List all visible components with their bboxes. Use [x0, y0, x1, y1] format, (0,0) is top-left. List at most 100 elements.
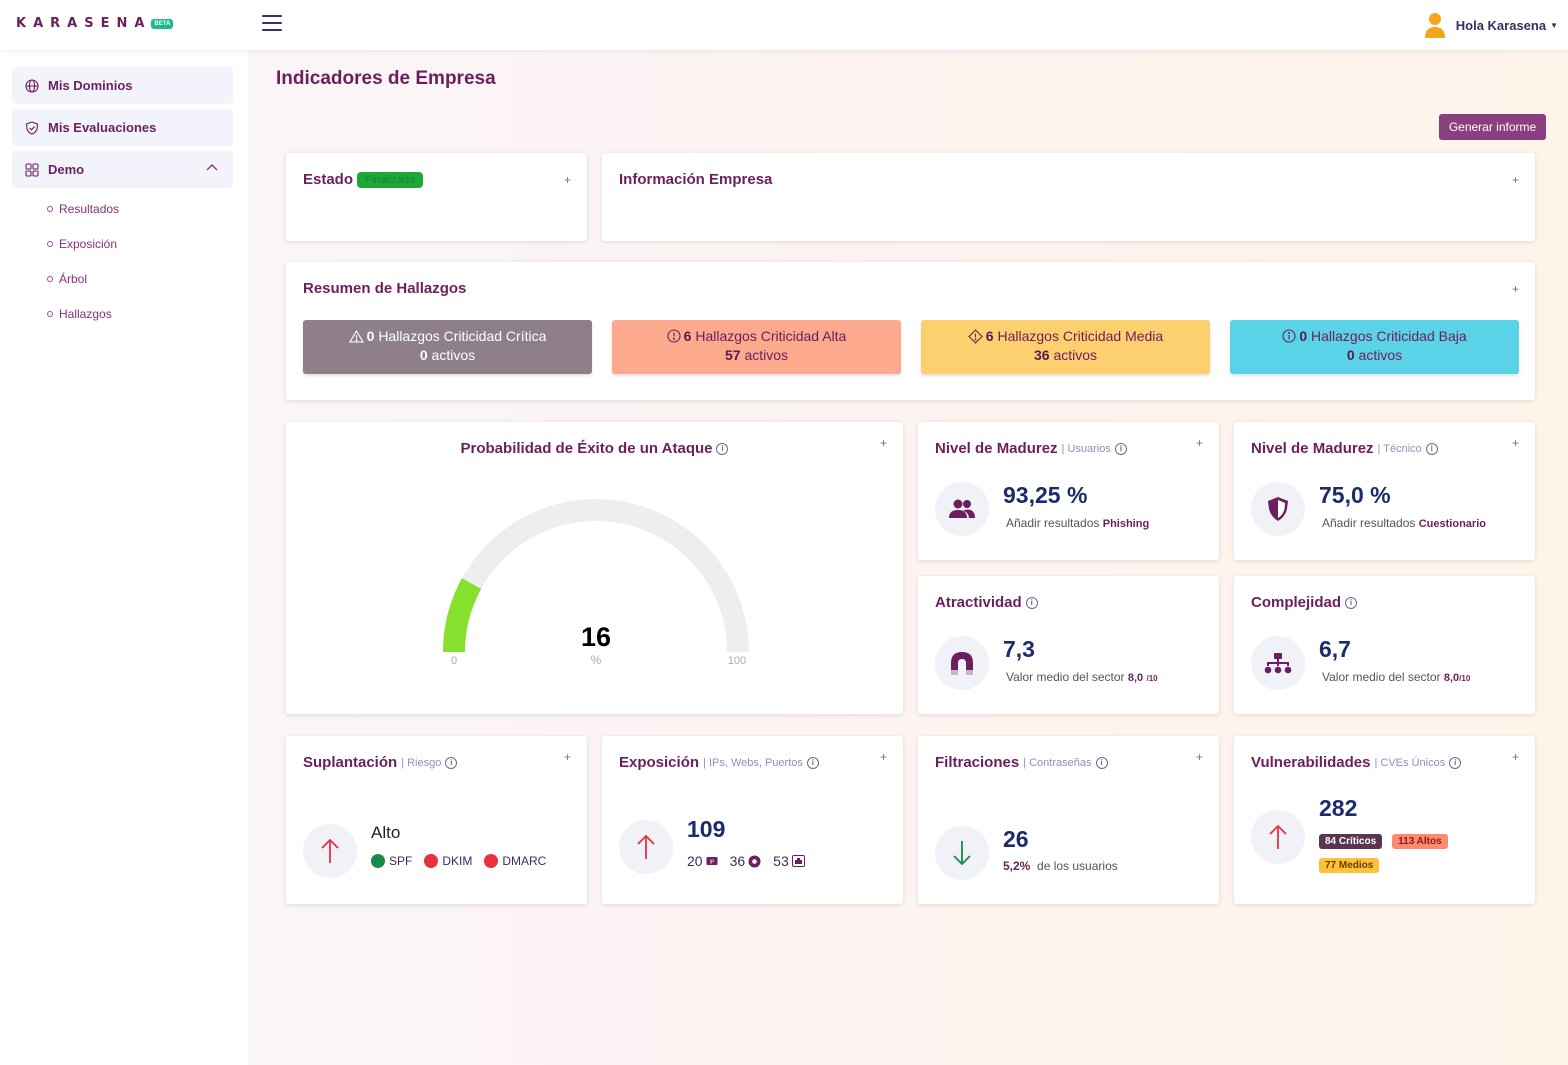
generate-report-button[interactable]: Generar informe	[1439, 114, 1546, 140]
info-icon[interactable]: i	[445, 756, 458, 769]
suplantacion-title: Suplantación	[303, 754, 398, 771]
menu-toggle-icon[interactable]	[262, 15, 282, 33]
info-circle-icon	[1282, 329, 1296, 343]
hallazgos-count: 6	[683, 328, 692, 344]
complejidad-value: 6,7	[1319, 636, 1351, 662]
probabilidad-title: Probabilidad de Éxito de un Ataque	[460, 440, 713, 457]
sidebar-subitem-label: Hallazgos	[59, 307, 112, 321]
activos-label: activos	[431, 347, 476, 363]
arrow-up-icon	[303, 824, 357, 878]
gauge-unit: %	[591, 653, 602, 667]
status-dot	[424, 854, 439, 868]
info-icon[interactable]: i	[1095, 756, 1108, 769]
info-icon[interactable]: i	[1345, 596, 1358, 609]
probabilidad-card: Probabilidad de Éxito de un Ataque i + 1…	[286, 422, 903, 714]
info-icon[interactable]: i	[1114, 442, 1127, 455]
hallazgos-media[interactable]: 6 Hallazgos Criticidad Media 36 activos	[921, 320, 1210, 374]
activos-count: 36	[1033, 347, 1050, 363]
sidebar-subitem-arbol[interactable]: Árbol	[47, 272, 87, 286]
arrow-up-icon	[1251, 810, 1305, 864]
madurez-note: Añadir resultados Cuestionario	[1322, 516, 1486, 530]
spf-label: SPF	[389, 854, 413, 868]
sidebar-item-mis-dominios[interactable]: Mis Dominios	[12, 67, 233, 104]
port-icon	[791, 855, 805, 867]
hallazgos-count: 0	[1299, 328, 1308, 344]
hallazgos-baja[interactable]: 0 Hallazgos Criticidad Baja 0 activos	[1230, 320, 1519, 374]
hallazgos-label: Hallazgos Criticidad Baja	[1311, 328, 1467, 344]
card-title: Suplantación | Riesgo i	[303, 754, 458, 771]
expand-icon[interactable]: +	[1511, 282, 1519, 296]
expand-icon[interactable]: +	[879, 750, 887, 764]
suplantacion-card: Suplantación | Riesgo i + Alto SPF DKIM …	[286, 736, 587, 904]
phishing-link[interactable]: Phishing	[1102, 518, 1150, 530]
users-icon	[935, 482, 989, 536]
sidebar-subitem-hallazgos[interactable]: Hallazgos	[47, 307, 112, 321]
expand-icon[interactable]: +	[563, 750, 571, 764]
expand-icon[interactable]: +	[1511, 436, 1519, 450]
sidebar-subitem-resultados[interactable]: Resultados	[47, 202, 119, 216]
sidebar-item-demo[interactable]: Demo	[12, 151, 233, 188]
top-bar: KARASENA BETA Hola Karasena ▼	[0, 0, 1568, 50]
bullet-icon	[47, 241, 53, 247]
vulnerabilidades-title: Vulnerabilidades	[1251, 754, 1371, 771]
info-icon[interactable]: i	[1025, 596, 1038, 609]
info-empresa-card: Información Empresa +	[602, 153, 1535, 241]
info-icon[interactable]: i	[1425, 442, 1438, 455]
ports-count: 53	[773, 853, 789, 869]
resumen-hallazgos-card: Resumen de Hallazgos + 0 Hallazgos Criti…	[286, 262, 1535, 400]
estado-card: Estado Finalizada +	[286, 153, 587, 241]
hallazgos-label: Hallazgos Criticidad Media	[997, 328, 1164, 344]
magnet-icon	[935, 636, 989, 690]
vulnerabilidades-card: Vulnerabilidades | CVEs Únicos i + 282 8…	[1234, 736, 1535, 904]
hallazgos-count: 0	[366, 328, 375, 344]
hallazgos-alta[interactable]: 6 Hallazgos Criticidad Alta 57 activos	[612, 320, 901, 374]
expand-icon[interactable]: +	[1195, 750, 1203, 764]
info-empresa-title: Información Empresa	[619, 171, 773, 188]
globe-icon	[25, 78, 39, 93]
info-icon[interactable]: i	[716, 442, 729, 455]
card-title: Exposición | IPs, Webs, Puertos i	[619, 754, 819, 771]
vulnerabilidades-value: 282	[1319, 795, 1358, 821]
hallazgos-count: 6	[985, 328, 994, 344]
activos-label: activos	[744, 347, 789, 363]
hallazgos-critica[interactable]: 0 Hallazgos Criticidad Crítica 0 activos	[303, 320, 592, 374]
exposicion-title: Exposición	[619, 754, 700, 771]
logo[interactable]: KARASENA BETA	[16, 16, 174, 31]
atractividad-value: 7,3	[1003, 636, 1035, 662]
madurez-usuarios-card: Nivel de Madurez | Usuarios i + 93,25 % …	[918, 422, 1219, 560]
madurez-usuarios-value: 93,25 %	[1003, 482, 1088, 508]
madurez-subtitle: | Usuarios	[1061, 442, 1111, 455]
expand-icon[interactable]: +	[1195, 436, 1203, 450]
card-title: Vulnerabilidades | CVEs Únicos i	[1251, 754, 1462, 771]
high-tag[interactable]: 113 Altos	[1392, 834, 1448, 849]
expand-icon[interactable]: +	[563, 173, 571, 187]
arrow-up-icon	[619, 820, 673, 874]
hallazgos-label: Hallazgos Criticidad Crítica	[378, 328, 547, 344]
card-title: Complejidad i	[1251, 594, 1358, 611]
complejidad-note: Valor medio del sector 8,0/10	[1322, 670, 1471, 684]
card-title: Nivel de Madurez | Usuarios i	[935, 440, 1127, 457]
info-icon[interactable]: i	[1449, 756, 1462, 769]
expand-icon[interactable]: +	[1511, 750, 1519, 764]
activos-count: 57	[724, 347, 741, 363]
attack-probability-gauge: 16 % 0 100	[443, 499, 749, 667]
hierarchy-icon	[1251, 636, 1305, 690]
dkim-label: DKIM	[442, 854, 473, 868]
expand-icon[interactable]: +	[1511, 173, 1519, 187]
beta-badge: BETA	[151, 18, 174, 29]
atractividad-note: Valor medio del sector 8,0 /10	[1006, 670, 1158, 684]
user-menu[interactable]: Hola Karasena ▼	[1424, 12, 1558, 38]
sidebar-subitem-exposicion[interactable]: Exposición	[47, 237, 117, 251]
sidebar-item-label: Mis Dominios	[48, 78, 133, 93]
medium-tag[interactable]: 77 Medios	[1319, 858, 1380, 873]
expand-icon[interactable]: +	[879, 436, 887, 450]
atractividad-card: Atractividad i 7,3 Valor medio del secto…	[918, 576, 1219, 714]
cuestionario-link[interactable]: Cuestionario	[1418, 518, 1486, 530]
complejidad-title: Complejidad	[1251, 594, 1342, 611]
gauge-fill	[443, 578, 482, 653]
sidebar-item-mis-evaluaciones[interactable]: Mis Evaluaciones	[12, 109, 233, 146]
info-icon[interactable]: i	[806, 756, 819, 769]
critical-tag[interactable]: 84 Críticos	[1319, 834, 1383, 849]
filtraciones-title: Filtraciones	[935, 754, 1020, 771]
activos-count: 0	[419, 347, 428, 363]
